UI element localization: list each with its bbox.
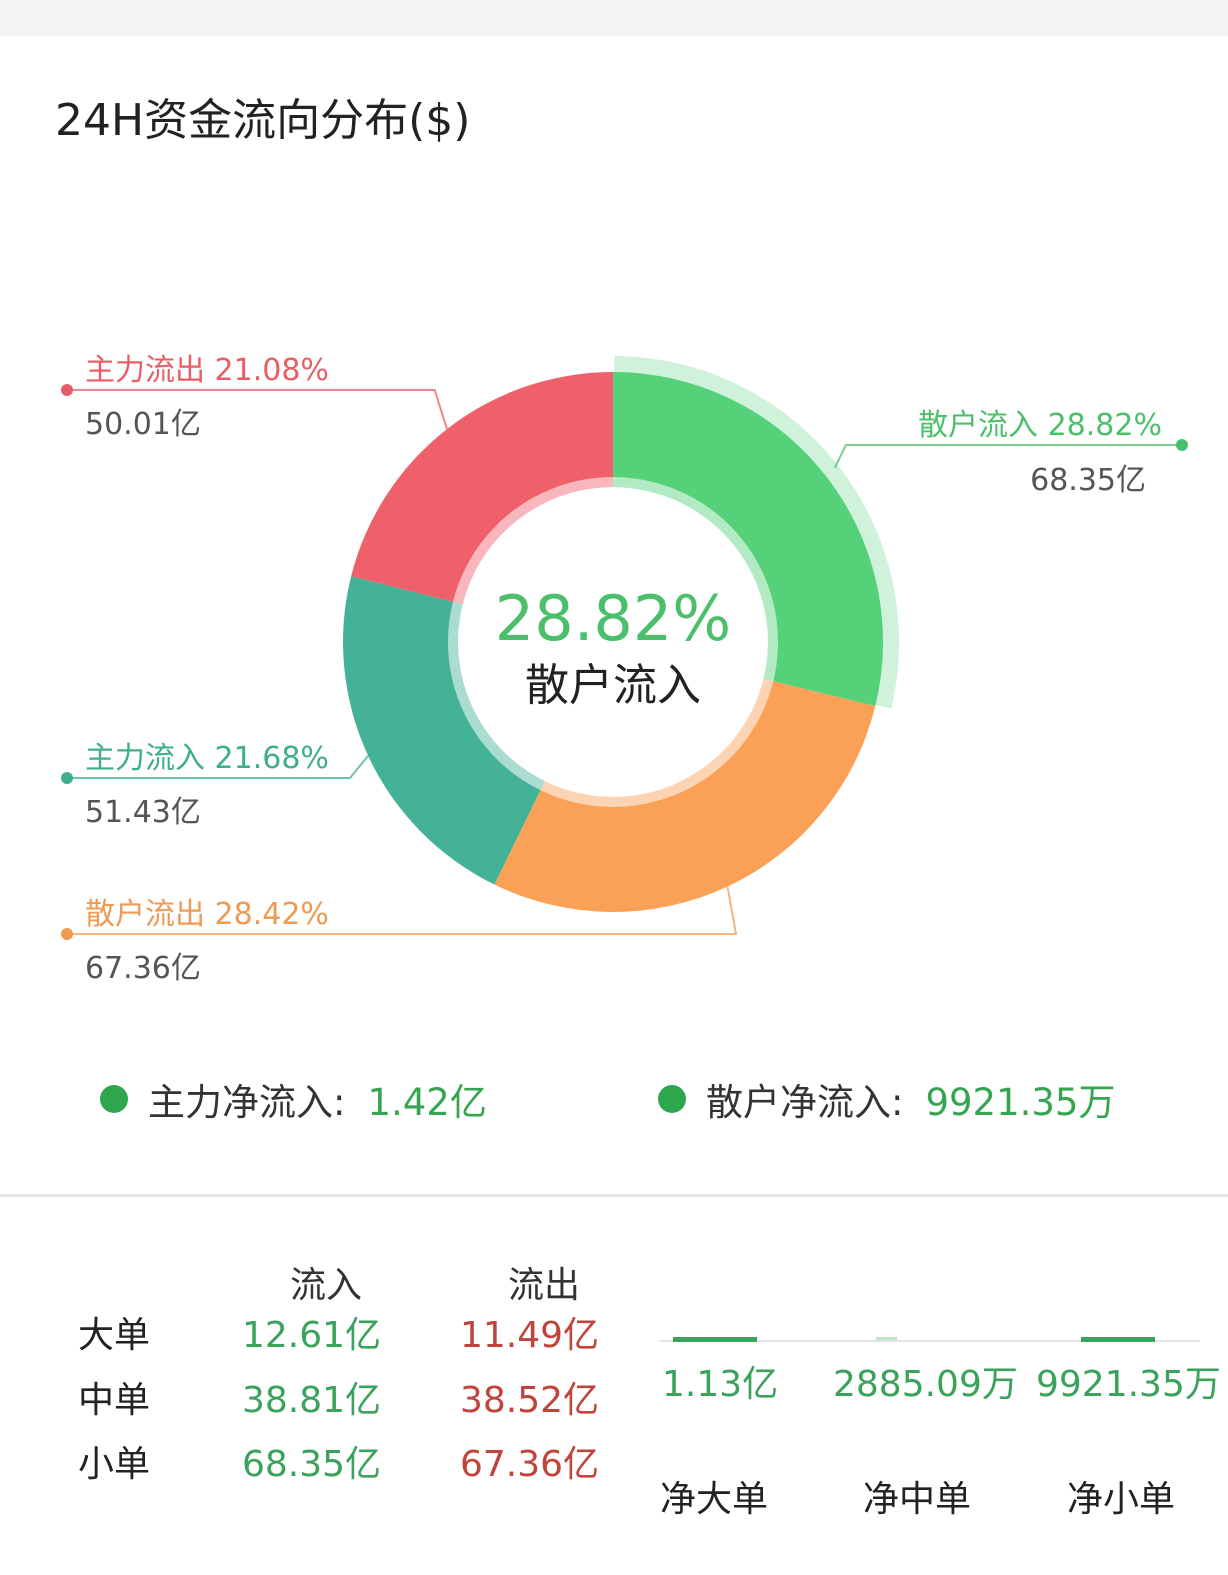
green-dot-icon <box>100 1085 128 1113</box>
header-inflow: 流入 <box>290 1265 363 1306</box>
net-medium-value: 2885.09万 <box>833 1364 1018 1405</box>
slice-label: 主力流出 21.08% <box>85 353 329 388</box>
large-inflow: 12.61亿 <box>242 1315 382 1356</box>
slice-amount: 67.36亿 <box>85 951 201 986</box>
slice-4[interactable] <box>351 372 613 605</box>
large-outflow: 11.49亿 <box>460 1315 600 1356</box>
slice-2[interactable] <box>494 678 876 912</box>
net-bars-baseline <box>660 1340 1200 1342</box>
main-net-label: 主力净流入: <box>148 1081 346 1124</box>
slice-3[interactable] <box>342 576 545 885</box>
main-net-inflow: 主力净流入: 1.42亿 <box>100 1072 487 1126</box>
leader-dot <box>61 384 73 396</box>
slice-label: 散户流出 28.42% <box>85 897 329 932</box>
page-title: 24H资金流向分布($) <box>55 95 471 146</box>
row-label-small: 小单 <box>78 1444 151 1485</box>
net-medium-bar <box>876 1337 897 1340</box>
leader-dot <box>61 928 73 940</box>
slice-label: 散户流入 28.82% <box>918 408 1162 443</box>
slice-label: 主力流入 21.68% <box>85 741 329 776</box>
net-large-label: 净大单 <box>660 1479 769 1520</box>
row-label-large: 大单 <box>78 1315 151 1356</box>
retail-net-inflow: 散户净流入: 9921.35万 <box>658 1072 1115 1126</box>
section-divider <box>0 1194 1228 1197</box>
header-outflow: 流出 <box>508 1265 581 1306</box>
row-label-medium: 中单 <box>78 1380 151 1421</box>
small-outflow: 67.36亿 <box>460 1444 600 1485</box>
inner-ring <box>448 477 778 807</box>
leader-line <box>67 389 448 430</box>
net-large-value: 1.13亿 <box>662 1364 779 1405</box>
net-medium-label: 净中单 <box>863 1479 972 1520</box>
leader-line <box>67 886 738 935</box>
slice-amount: 68.35亿 <box>1030 463 1146 498</box>
leader-dot <box>61 772 73 784</box>
green-dot-icon <box>658 1085 686 1113</box>
slice-1[interactable] <box>613 372 883 707</box>
main-net-value: 1.42亿 <box>367 1081 487 1124</box>
small-inflow: 68.35亿 <box>242 1444 382 1485</box>
leader-dot <box>1176 439 1188 451</box>
slice-amount: 51.43亿 <box>85 795 201 830</box>
retail-net-label: 散户净流入: <box>706 1081 904 1124</box>
net-small-label: 净小单 <box>1067 1479 1176 1520</box>
slice-amount: 50.01亿 <box>85 407 201 442</box>
net-small-value: 9921.35万 <box>1036 1364 1221 1405</box>
net-small-bar <box>1081 1337 1155 1342</box>
center-value: 28.82% <box>495 582 731 655</box>
net-large-bar <box>673 1337 757 1342</box>
leader-line <box>833 444 1182 469</box>
leader-line <box>67 755 369 779</box>
medium-outflow: 38.52亿 <box>460 1380 600 1421</box>
retail-net-value: 9921.35万 <box>925 1081 1116 1124</box>
center-label: 散户流入 <box>525 660 701 711</box>
medium-inflow: 38.81亿 <box>242 1380 382 1421</box>
